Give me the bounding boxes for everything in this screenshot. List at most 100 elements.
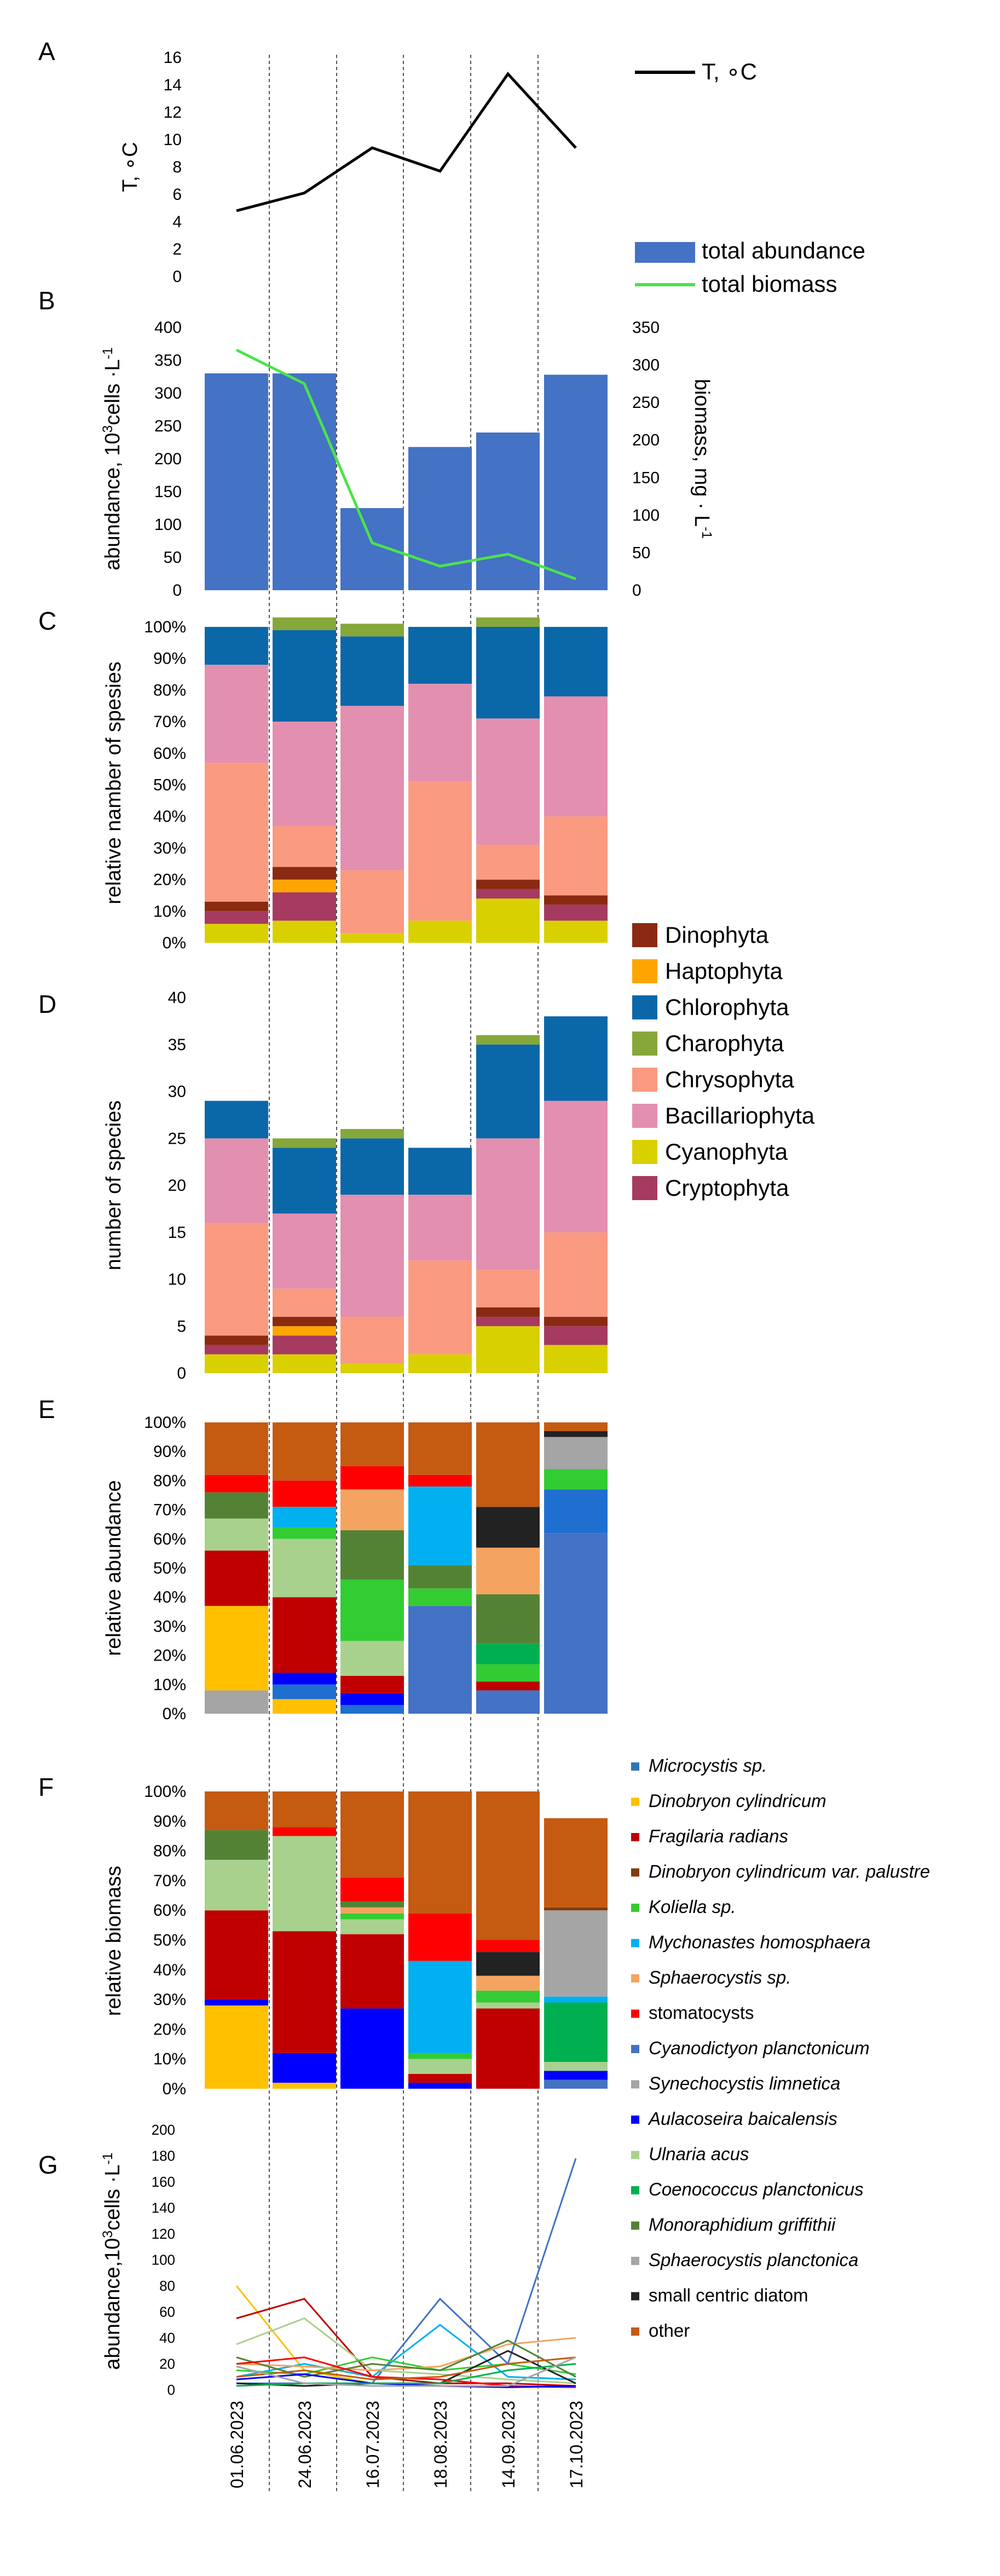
f-bar-segment (205, 1910, 268, 2000)
c-bar-segment (273, 892, 336, 921)
g-tick-label: 40 (159, 2330, 175, 2346)
c-bar-segment (408, 920, 472, 943)
e-bar-segment (205, 1422, 268, 1475)
c-bar-segment (273, 920, 336, 943)
f-bar-segment (544, 2079, 608, 2089)
f-bar-segment (408, 2053, 472, 2059)
c-bar-segment (340, 706, 404, 871)
c-tick-label: 30% (153, 839, 186, 857)
e-tick-label: 60% (153, 1530, 186, 1548)
c-bar-segment (205, 911, 268, 924)
d-bar-segment (273, 1335, 336, 1355)
c-bar-segment (273, 630, 336, 722)
f-bar-segment (340, 1919, 404, 1934)
d-legend-label: Chlorophyta (665, 994, 789, 1020)
date-label: 24.06.2023 (295, 2401, 315, 2488)
e-bar-segment (273, 1480, 336, 1507)
species-legend-label: Mychonastes homosphaera (649, 1932, 870, 1952)
b-ylabel-left-part: abundance, 10 (101, 433, 124, 570)
f-bar-segment (205, 1830, 268, 1860)
e-bar-segment (273, 1507, 336, 1528)
e-bar-segment (544, 1533, 608, 1714)
c-tick-label: 40% (153, 808, 186, 826)
c-bar-segment (205, 924, 268, 943)
e-bar-segment (340, 1489, 404, 1530)
f-bar-segment (273, 2083, 336, 2089)
species-legend-swatch (631, 1868, 639, 1877)
d-bar-segment (273, 1138, 336, 1148)
date-label: 18.08.2023 (431, 2401, 450, 2488)
f-tick-label: 90% (153, 1812, 186, 1830)
b-legend-swatch-abundance (635, 242, 695, 263)
species-legend-label: Aulacoseira baicalensis (648, 2108, 837, 2129)
f-bar-segment (205, 1791, 268, 1830)
f-bar-segment (273, 1836, 336, 1932)
g-tick-label: 0 (167, 2382, 175, 2398)
b-tick-left: 150 (154, 483, 182, 501)
e-tick-label: 90% (153, 1443, 186, 1461)
d-legend-swatch (632, 1140, 657, 1164)
f-tick-label: 20% (153, 2020, 186, 2038)
species-legend-swatch (631, 2009, 639, 2018)
d-tick-label: 20 (168, 1177, 186, 1195)
e-bar-segment (476, 1681, 540, 1691)
d-bar-segment (544, 1345, 608, 1373)
d-tick-label: 40 (168, 989, 186, 1007)
a-tick-label: 14 (164, 76, 182, 94)
f-tick-label: 40% (153, 1961, 186, 1979)
b-tick-right: 350 (632, 319, 660, 337)
e-bar-segment (408, 1486, 472, 1565)
d-bar-segment (205, 1335, 268, 1345)
c-bar-segment (273, 867, 336, 880)
c-bar-segment (476, 898, 540, 943)
e-bar-segment (476, 1422, 540, 1507)
date-label: 16.07.2023 (363, 2401, 383, 2488)
e-bar-segment (340, 1580, 404, 1641)
b-tick-right: 300 (632, 356, 660, 374)
f-bar-segment (408, 2083, 472, 2089)
d-bar-segment (408, 1148, 472, 1195)
b-tick-right: 100 (632, 506, 660, 525)
d-tick-label: 5 (177, 1317, 186, 1335)
c-bar-segment (476, 879, 540, 889)
e-bar-segment (205, 1492, 268, 1519)
f-bar-segment (273, 2053, 336, 2083)
f-bar-segment (340, 1934, 404, 2009)
b-tick-left: 0 (172, 581, 182, 600)
c-bar-segment (205, 665, 268, 763)
b-ylabel-right-part: -1 (700, 527, 714, 539)
c-bar-segment (408, 781, 472, 921)
c-bar-segment (273, 879, 336, 892)
d-bar-segment (476, 1270, 540, 1307)
d-bar-segment (476, 1307, 540, 1317)
e-bar-segment (544, 1431, 608, 1437)
c-bar-segment (544, 627, 608, 696)
b-tick-right: 200 (632, 431, 660, 449)
species-legend-label: stomatocysts (649, 2003, 754, 2023)
d-legend-label: Cryptophyta (665, 1175, 789, 1201)
species-legend-label: Microcystis sp. (649, 1755, 767, 1776)
c-tick-label: 100% (144, 618, 186, 636)
b-tick-left: 200 (154, 450, 182, 468)
e-bar-segment (476, 1507, 540, 1548)
c-bar-segment (476, 889, 540, 899)
d-bar-segment (408, 1260, 472, 1355)
b-tick-right: 150 (632, 469, 660, 487)
d-bar-segment (205, 1345, 268, 1355)
d-tick-label: 35 (168, 1036, 186, 1054)
e-bar-segment (340, 1466, 404, 1490)
c-tick-label: 20% (153, 871, 186, 889)
f-bar-segment (205, 2005, 268, 2089)
e-tick-label: 70% (153, 1501, 186, 1519)
b-tick-left: 300 (154, 384, 182, 402)
e-tick-label: 30% (153, 1617, 186, 1635)
d-bar-segment (544, 1326, 608, 1345)
b-tick-right: 0 (632, 581, 641, 600)
species-legend-label: Dinobryon cylindricum var. palustre (649, 1862, 930, 1882)
f-bar-segment (544, 2002, 608, 2062)
date-label: 01.06.2023 (227, 2401, 247, 2488)
d-bar-segment (273, 1288, 336, 1317)
e-bar-segment (476, 1664, 540, 1682)
e-bar-segment (408, 1606, 472, 1714)
